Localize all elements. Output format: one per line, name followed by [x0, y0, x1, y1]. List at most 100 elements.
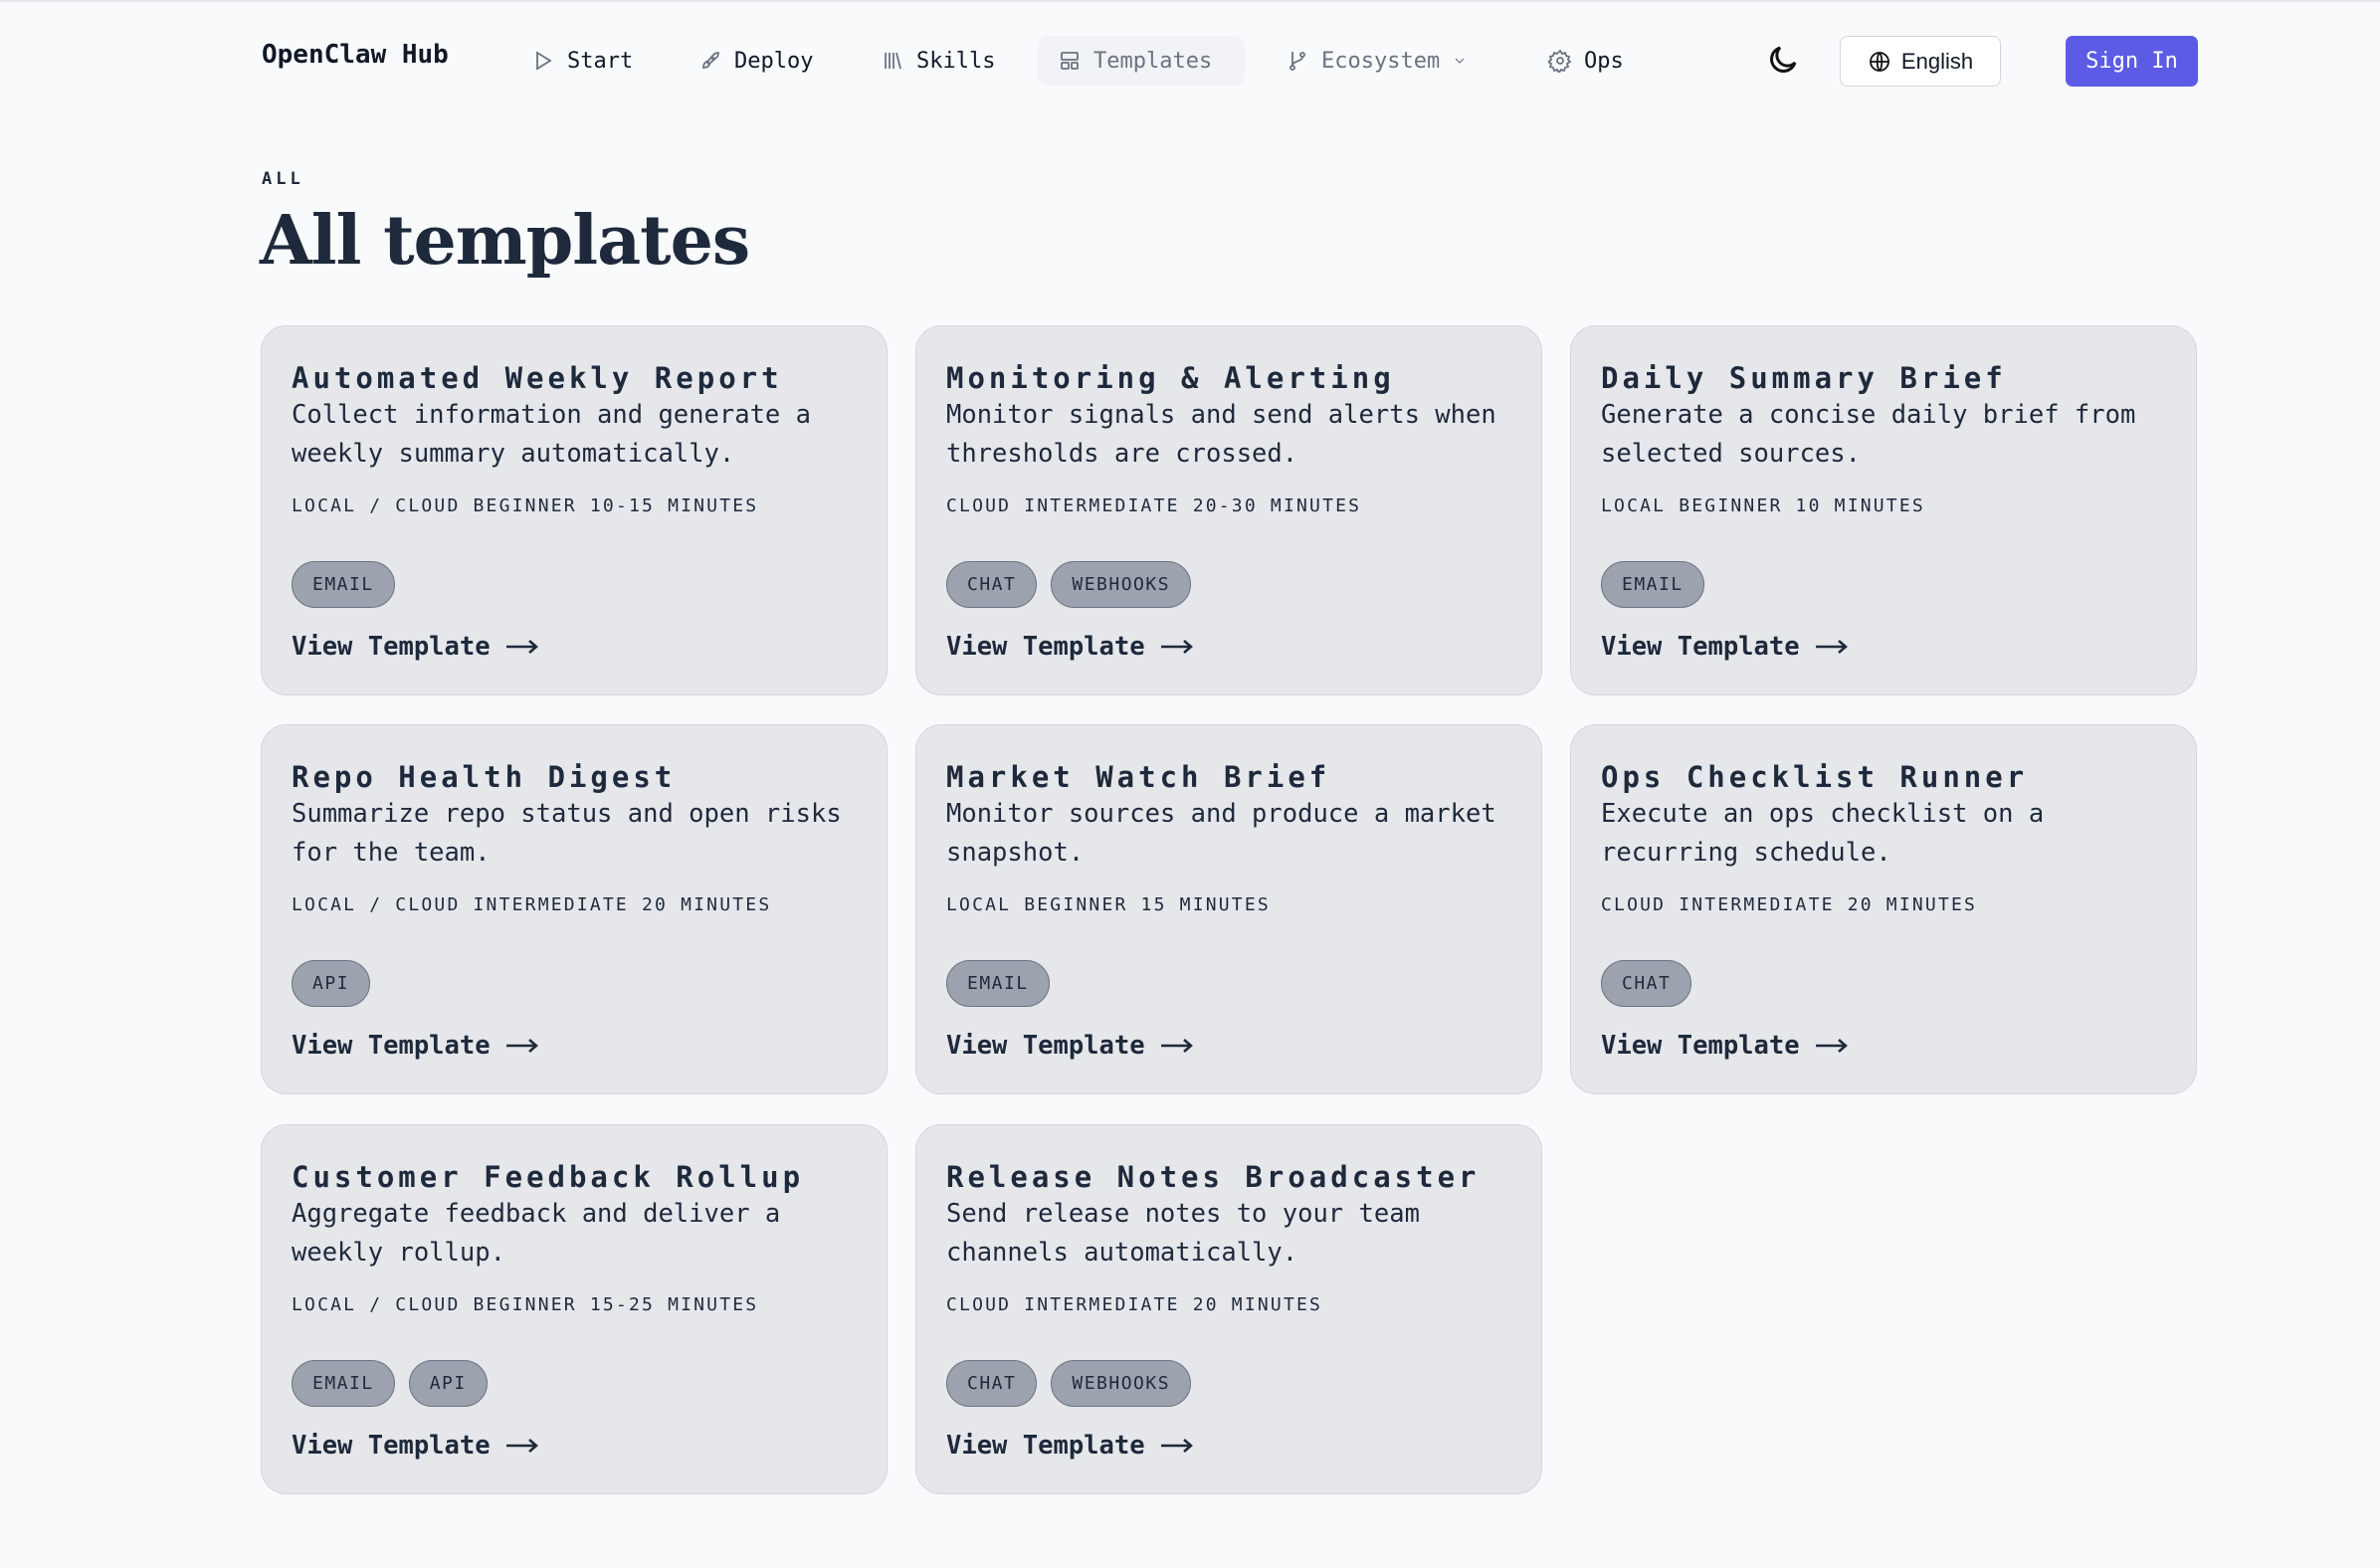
git-branch-icon [1289, 52, 1305, 71]
tag-list: CHAT WEBHOOKS [946, 561, 1192, 608]
arrow-right-icon [505, 1439, 538, 1453]
card-description: Execute an ops checklist on a recurring … [1601, 799, 2045, 868]
template-card[interactable]: Repo Health Digest Summarize repo status… [261, 724, 888, 1094]
card-title: Customer Feedback Rollup [292, 1160, 805, 1194]
card-title: Repo Health Digest [292, 760, 677, 794]
nav-ecosystem[interactable]: Ecosystem [1266, 36, 1488, 86]
card-meta: LOCAL BEGINNER 15 MINUTES [946, 894, 1271, 915]
view-template-link[interactable]: View Template [1601, 1026, 1850, 1066]
view-template-link[interactable]: View Template [946, 1426, 1195, 1466]
card-title: Daily Summary Brief [1601, 361, 2007, 395]
chevron-down-icon [1455, 58, 1465, 64]
tag-badge: EMAIL [292, 1360, 395, 1407]
rocket-icon [702, 52, 719, 69]
template-card[interactable]: Daily Summary Brief Generate a concise d… [1570, 325, 2197, 695]
view-template-link[interactable]: View Template [946, 1026, 1195, 1066]
card-description: Send release notes to your team channels… [946, 1199, 1420, 1268]
card-title: Automated Weekly Report [292, 361, 783, 395]
tag-list: EMAIL API [292, 1360, 488, 1407]
card-description: Monitor signals and send alerts when thr… [946, 400, 1496, 469]
nav-templates[interactable]: Templates [1038, 36, 1245, 86]
tag-badge: EMAIL [292, 561, 395, 608]
arrow-right-icon [1160, 640, 1193, 654]
tag-list: EMAIL [292, 561, 395, 608]
moon-icon[interactable] [1765, 42, 1801, 78]
card-title: Ops Checklist Runner [1601, 760, 2029, 794]
nav-skills[interactable]: Skills [861, 36, 1015, 86]
play-icon [536, 51, 552, 71]
globe-icon [1870, 51, 1889, 72]
view-template-label: View Template [292, 632, 491, 662]
view-template-link[interactable]: View Template [292, 1426, 540, 1466]
tag-badge: API [408, 1360, 488, 1407]
tag-list: CHAT WEBHOOKS [946, 1360, 1192, 1407]
arrow-right-icon [1160, 1439, 1193, 1453]
tag-badge: CHAT [946, 1360, 1038, 1407]
card-description: Aggregate feedback and deliver a weekly … [292, 1199, 781, 1268]
top-nav: OpenClaw Hub Start Deploy Skills Templat… [0, 2, 2380, 121]
template-card[interactable]: Monitoring & Alerting Monitor signals an… [915, 325, 1542, 695]
card-meta: LOCAL / CLOUD BEGINNER 15-25 MINUTES [292, 1294, 759, 1315]
view-template-link[interactable]: View Template [292, 1026, 540, 1066]
nav-deploy-label: Deploy [734, 48, 814, 74]
tag-list: EMAIL [1601, 561, 1704, 608]
nav-ecosystem-label: Ecosystem [1321, 48, 1441, 74]
card-meta: CLOUD INTERMEDIATE 20 MINUTES [946, 1294, 1323, 1315]
page-eyebrow: ALL [262, 169, 304, 189]
card-title: Market Watch Brief [946, 760, 1331, 794]
view-template-link[interactable]: View Template [1601, 627, 1850, 667]
tag-badge: CHAT [1601, 960, 1692, 1007]
view-template-label: View Template [292, 1431, 491, 1461]
language-select[interactable]: English [1840, 36, 2001, 87]
tag-list: EMAIL [946, 960, 1050, 1007]
card-meta: LOCAL BEGINNER 10 MINUTES [1601, 495, 1925, 516]
layout-icon [1061, 52, 1079, 70]
nav-ops-label: Ops [1584, 48, 1624, 74]
view-template-label: View Template [946, 1431, 1145, 1461]
nav-templates-label: Templates [1093, 48, 1213, 74]
view-template-label: View Template [946, 1031, 1145, 1061]
card-meta: CLOUD INTERMEDIATE 20 MINUTES [1601, 894, 1978, 915]
view-template-label: View Template [1601, 632, 1800, 662]
card-meta: LOCAL / CLOUD BEGINNER 10-15 MINUTES [292, 495, 759, 516]
template-card[interactable]: Market Watch Brief Monitor sources and p… [915, 724, 1542, 1094]
template-card[interactable]: Customer Feedback Rollup Aggregate feedb… [261, 1124, 888, 1494]
tag-list: CHAT [1601, 960, 1692, 1007]
tag-badge: API [292, 960, 371, 1007]
arrow-right-icon [1815, 640, 1848, 654]
template-card[interactable]: Automated Weekly Report Collect informat… [261, 325, 888, 695]
view-template-link[interactable]: View Template [946, 627, 1195, 667]
card-description: Summarize repo status and open risks for… [292, 799, 842, 868]
card-description: Generate a concise daily brief from sele… [1601, 400, 2136, 469]
view-template-link[interactable]: View Template [292, 627, 540, 667]
page-title: All templates [260, 201, 750, 281]
sign-in-button[interactable]: Sign In [2066, 36, 2198, 87]
tag-badge: WEBHOOKS [1051, 1360, 1192, 1407]
language-label: English [1900, 48, 1974, 74]
nav-start-label: Start [567, 48, 634, 74]
library-icon [885, 52, 901, 70]
card-title: Release Notes Broadcaster [946, 1160, 1481, 1194]
tag-list: API [292, 960, 371, 1007]
logo[interactable]: OpenClaw Hub [262, 40, 449, 70]
card-title: Monitoring & Alerting [946, 361, 1395, 395]
nav-start[interactable]: Start [511, 36, 653, 86]
gear-icon [1548, 49, 1572, 73]
tag-badge: EMAIL [946, 960, 1050, 1007]
arrow-right-icon [505, 640, 538, 654]
tag-badge: CHAT [946, 561, 1038, 608]
arrow-right-icon [505, 1039, 538, 1053]
nav-ops[interactable]: Ops [1528, 36, 1644, 86]
arrow-right-icon [1815, 1039, 1848, 1053]
arrow-right-icon [1160, 1039, 1193, 1053]
nav-deploy[interactable]: Deploy [679, 36, 833, 86]
template-card[interactable]: Ops Checklist Runner Execute an ops chec… [1570, 724, 2197, 1094]
view-template-label: View Template [1601, 1031, 1800, 1061]
tag-badge: WEBHOOKS [1051, 561, 1192, 608]
tag-badge: EMAIL [1601, 561, 1704, 608]
card-meta: LOCAL / CLOUD INTERMEDIATE 20 MINUTES [292, 894, 772, 915]
view-template-label: View Template [946, 632, 1145, 662]
card-meta: CLOUD INTERMEDIATE 20-30 MINUTES [946, 495, 1362, 516]
template-card[interactable]: Release Notes Broadcaster Send release n… [915, 1124, 1542, 1494]
view-template-label: View Template [292, 1031, 491, 1061]
